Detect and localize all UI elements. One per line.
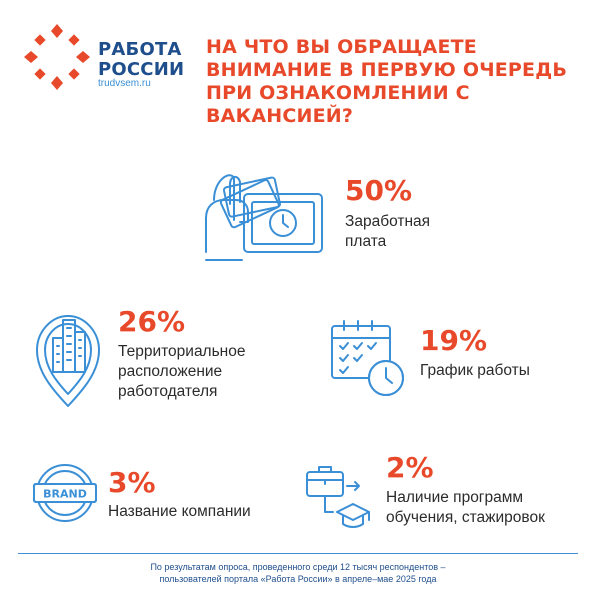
footer-line-1: По результатам опроса, проведенного сред… [150, 562, 446, 572]
value-label-training: 2% [386, 451, 434, 484]
money-icon [205, 174, 323, 261]
item-label-schedule: График работы [420, 361, 530, 381]
item-label-line: работодателя [118, 383, 218, 400]
item-label-line: Наличие программ [386, 489, 524, 506]
item-label-line: плата [345, 233, 387, 250]
logo-line-2: РОССИИ [98, 59, 185, 80]
item-label-location: Территориальное расположение работодател… [118, 342, 245, 402]
item-label-line: Название компании [108, 503, 251, 520]
footer-line-2: пользователей портала «Работа России» в … [159, 574, 437, 584]
logo-title: РАБОТА РОССИИ [98, 40, 184, 80]
value-label-brand: 3% [108, 466, 156, 499]
brand-badge-icon: BRAND [33, 464, 97, 522]
item-label-brand: Название компании [108, 502, 251, 522]
value-label-schedule: 19% [420, 324, 488, 357]
brand-badge-text: BRAND [43, 488, 87, 501]
item-label-salary: Заработная плата [345, 212, 430, 252]
page-title: НА ЧТО ВЫ ОБРАЩАЕТЕ ВНИМАНИЕ В ПЕРВУЮ ОЧ… [206, 36, 568, 127]
item-label-line: График работы [420, 362, 530, 379]
footer-note: По результатам опроса, проведенного сред… [0, 561, 596, 585]
item-label-line: обучения, стажировок [386, 509, 545, 526]
logo-url: trudvsem.ru [98, 78, 151, 89]
calendar-clock-icon [331, 320, 404, 396]
value-label-salary: 50% [345, 174, 413, 207]
item-label-line: Территориальное [118, 343, 246, 360]
value-label-location: 26% [118, 305, 186, 338]
logo-mark [24, 24, 90, 90]
location-pin-icon [36, 315, 100, 407]
logo-line-1: РАБОТА [98, 39, 182, 60]
footer-divider [18, 553, 578, 554]
item-label-line: Заработная [345, 213, 431, 230]
item-label-line: расположение [118, 363, 223, 380]
item-label-training: Наличие программ обучения, стажировок [386, 488, 545, 528]
briefcase-graduation-icon [306, 466, 370, 528]
